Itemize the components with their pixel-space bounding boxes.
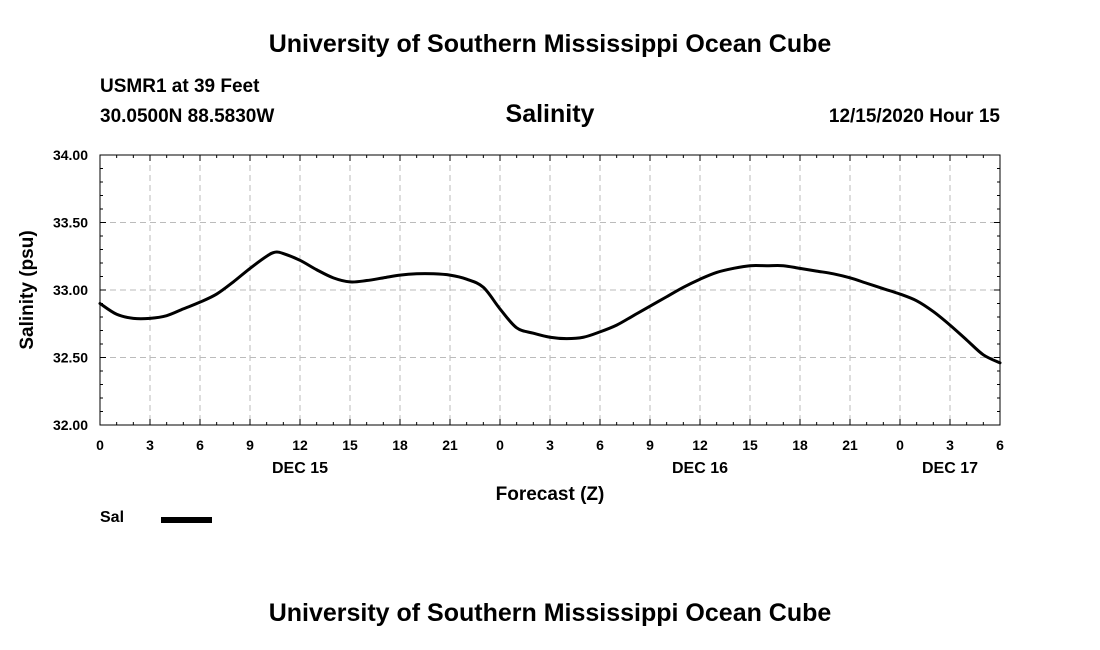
station-coordinates: 30.0500N 88.5830W [100,106,275,127]
y-tick-label: 33.50 [53,215,88,231]
x-tick-label: 6 [196,437,204,453]
axis-labels: 0 3 6 9 12 15 18 21 0 3 6 9 12 15 18 21 0 3 6 32.00 32.50 33.… [53,147,1004,477]
y-tick-label: 34.00 [53,147,88,163]
y-tick-label: 32.50 [53,350,88,366]
x-tick-label: 0 [896,437,904,453]
x-tick-label: 6 [996,437,1004,453]
axis-ticks [99,154,1001,426]
y-tick-label: 32.00 [53,417,88,433]
x-tick-label: 9 [246,437,254,453]
grid [100,155,1000,425]
x-tick-label: 15 [742,437,758,453]
x-tick-label: 3 [946,437,954,453]
x-tick-label: 21 [842,437,858,453]
x-tick-label: 12 [292,437,308,453]
x-tick-label: 3 [546,437,554,453]
legend-label: Sal [100,509,125,526]
x-tick-label: 3 [146,437,154,453]
footer-title: University of Southern Mississippi Ocean… [268,599,832,627]
x-tick-label: 15 [342,437,358,453]
x-date-label: DEC 15 [272,460,328,477]
legend-line-swatch [161,517,212,523]
page-title: University of Southern Mississippi Ocean… [268,30,832,58]
x-axis-title: Forecast (Z) [496,484,605,505]
x-tick-label: 21 [442,437,458,453]
x-tick-label: 6 [596,437,604,453]
x-date-label: DEC 17 [922,460,978,477]
x-tick-label: 0 [96,437,104,453]
x-tick-label: 18 [792,437,808,453]
x-tick-label: 0 [496,437,504,453]
station-label: USMR1 at 39 Feet [100,76,260,97]
x-tick-label: 18 [392,437,408,453]
series-line-sal [98,250,1002,365]
y-tick-label: 33.00 [53,282,88,298]
x-tick-label: 12 [692,437,708,453]
forecast-datetime: 12/15/2020 Hour 15 [828,106,1000,127]
x-tick-label: 9 [646,437,654,453]
chart-title: Salinity [505,100,595,128]
x-date-label: DEC 16 [672,460,728,477]
y-axis-title: Salinity (psu) [17,230,38,349]
